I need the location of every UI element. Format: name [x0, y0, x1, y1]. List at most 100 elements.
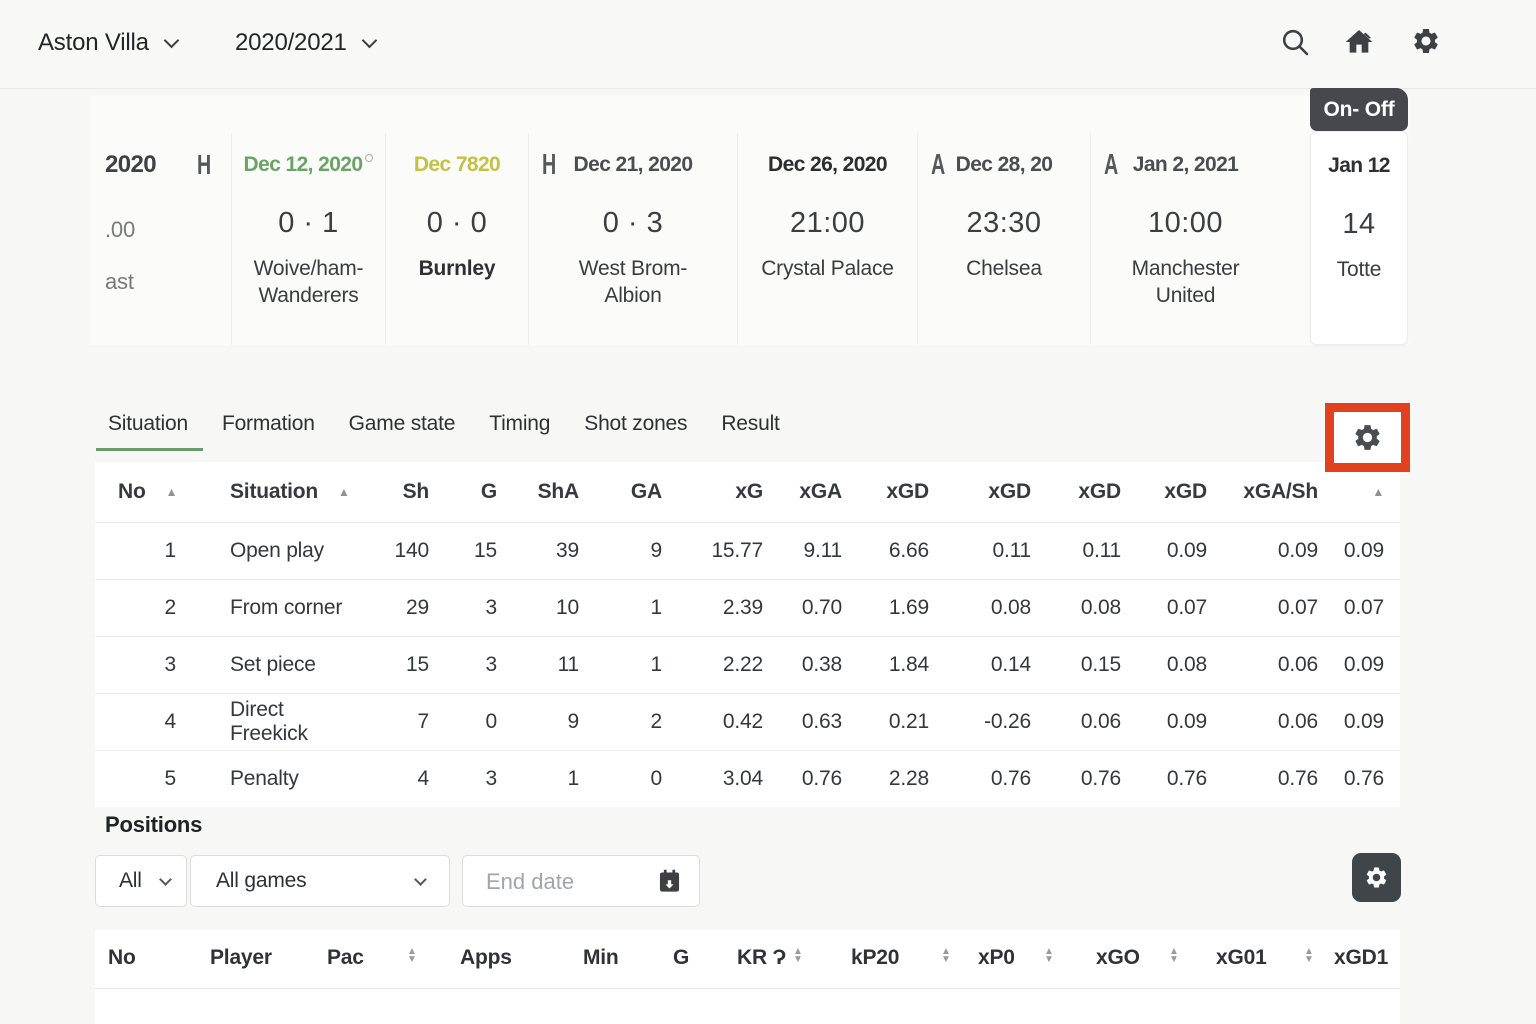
- column-header-sha[interactable]: ShA: [501, 462, 583, 523]
- tabs: Situation Formation Game state Timing Shot z…: [96, 412, 780, 451]
- column-header-xgd[interactable]: xGD: [933, 462, 1035, 523]
- sort-icon[interactable]: ▲ ▼: [1044, 946, 1054, 965]
- column-header-xp0[interactable]: xP0: [978, 946, 1015, 969]
- sort-asc-icon: ▲: [1372, 485, 1384, 499]
- team-selector-label: Aston Villa: [38, 29, 149, 56]
- column-header-situation[interactable]: Situation ▲: [180, 462, 355, 523]
- column-header-xgo[interactable]: xGO: [1096, 946, 1140, 969]
- column-header-xgd[interactable]: xGD: [1035, 462, 1125, 523]
- position-filter-select[interactable]: All: [95, 855, 187, 907]
- tab-situation[interactable]: Situation: [96, 412, 203, 451]
- calendar-icon[interactable]: [656, 868, 683, 901]
- value-cell: 6.66: [888, 539, 929, 562]
- column-header-xgd[interactable]: xGD: [1125, 462, 1211, 523]
- end-date-field: [462, 855, 700, 907]
- column-header-pac[interactable]: Pac: [327, 946, 364, 969]
- fixture-opponent: Manchester United: [1131, 257, 1240, 307]
- fixture-opponent: Woive/ham- Wanderers: [253, 257, 364, 307]
- column-header-ga[interactable]: GA: [583, 462, 666, 523]
- fixture-date: Jan 12: [1328, 154, 1390, 177]
- value-cell: 0.76: [1080, 767, 1121, 790]
- column-header-xga[interactable]: xGA: [767, 462, 846, 523]
- column-header-min[interactable]: Min: [583, 946, 619, 969]
- column-header-apps[interactable]: Apps: [460, 946, 512, 969]
- sort-icon[interactable]: ▲ ▼: [407, 946, 417, 965]
- value-cell: 0: [650, 767, 663, 790]
- sort-icon[interactable]: ▲ ▼: [1169, 946, 1179, 965]
- tab-formation[interactable]: Formation: [221, 412, 315, 435]
- column-header-kp20[interactable]: kP20: [851, 946, 900, 969]
- column-header-label: xGA/Sh: [1243, 480, 1318, 503]
- home-button[interactable]: [1343, 26, 1375, 58]
- value-cell: 2.28: [888, 767, 929, 790]
- column-header-xg01[interactable]: xG01: [1216, 946, 1267, 969]
- fixture-card[interactable]: Dec 7820 0 · 0 Burnley: [385, 133, 528, 345]
- tab-shot-zones[interactable]: Shot zones: [584, 412, 688, 435]
- column-header-sh[interactable]: Sh: [355, 462, 433, 523]
- tab-result[interactable]: Result: [721, 412, 780, 435]
- fixture-score: 23:30: [966, 207, 1042, 239]
- value-cell: 0.07: [1166, 596, 1207, 619]
- value-cell: 0.76: [801, 767, 842, 790]
- table-row: 1 Open play 140 15 39 9 15.77 9.11 6.66 0.11 0.11 0…: [95, 522, 1400, 580]
- fixture-card[interactable]: Jan 12 14 Totte: [1310, 131, 1408, 345]
- fixture-card[interactable]: H Dec 21, 2020 0 · 3 West Brom- Albion: [528, 133, 737, 345]
- gear-icon: [1366, 867, 1387, 888]
- sort-asc-icon: ▲: [338, 485, 350, 499]
- column-header-g[interactable]: G: [673, 946, 690, 969]
- value-cell: 0.09: [1343, 539, 1384, 562]
- search-button[interactable]: [1279, 26, 1311, 58]
- tab-game-state[interactable]: Game state: [348, 412, 456, 435]
- table-settings-button[interactable]: [1325, 403, 1410, 472]
- fixture-meta: ast: [105, 269, 134, 294]
- value-cell: 2.22: [722, 653, 763, 676]
- value-cell: 39: [556, 539, 579, 562]
- column-header-xgd[interactable]: xGD: [846, 462, 933, 523]
- fixture-date: Dec 28, 20: [955, 153, 1053, 176]
- fixture-date: Dec 26, 2020: [768, 153, 888, 176]
- value-cell: 3.04: [722, 767, 763, 790]
- sort-icon[interactable]: ▲ ▼: [793, 946, 803, 965]
- column-header-xg[interactable]: xG: [666, 462, 767, 523]
- positions-title: Positions: [105, 812, 203, 837]
- team-selector[interactable]: Aston Villa: [38, 29, 180, 57]
- fixture-card[interactable]: Dec 26, 2020 21:00 Crystal Palace: [737, 133, 917, 345]
- column-header-g[interactable]: G: [433, 462, 501, 523]
- value-cell: 0.09: [1343, 653, 1384, 676]
- column-header-no[interactable]: No: [108, 946, 136, 969]
- games-filter-select[interactable]: All games: [190, 855, 450, 907]
- fixture-date: Dec 12, 2020: [243, 153, 364, 176]
- column-header-xga-sh[interactable]: xGA/Sh: [1211, 462, 1322, 523]
- value-cell: 2: [164, 596, 177, 619]
- column-header-player[interactable]: Player: [210, 946, 272, 969]
- sort-icon[interactable]: ▲ ▼: [941, 946, 951, 965]
- fixture-card[interactable]: A Jan 2, 2021 10:00 Manchester United: [1090, 133, 1280, 345]
- end-date-input[interactable]: [484, 868, 648, 896]
- fixture-card[interactable]: A Dec 28, 20 23:30 Chelsea: [917, 133, 1090, 345]
- column-header-no[interactable]: No ▲: [95, 462, 180, 523]
- column-header-label: Sh: [402, 480, 430, 503]
- games-filter-value: All games: [216, 869, 307, 892]
- fixture-card[interactable]: Dec 12, 2020 0 · 1 Woive/ham- Wanderers: [231, 133, 385, 345]
- value-cell: 2: [650, 710, 663, 733]
- column-header-label: GA: [630, 480, 662, 503]
- sort-asc-icon: ▲: [165, 485, 178, 499]
- value-cell: 1.84: [888, 653, 929, 676]
- tab-timing[interactable]: Timing: [489, 412, 551, 435]
- value-cell: 140: [394, 539, 430, 562]
- value-cell: 0.06: [1277, 653, 1318, 676]
- value-cell: 1: [567, 767, 580, 790]
- settings-button[interactable]: [1411, 26, 1443, 58]
- season-selector[interactable]: 2020/2021: [235, 29, 377, 57]
- sort-icon[interactable]: ▲ ▼: [1304, 946, 1314, 965]
- fixture-opponent: Crystal Palace: [761, 257, 894, 280]
- fixture-card[interactable]: 2020 H .00 ast: [90, 133, 231, 345]
- value-cell: 0.09: [1343, 710, 1384, 733]
- situation-cell: Set piece: [230, 653, 316, 676]
- positions-settings-button[interactable]: [1352, 853, 1401, 902]
- column-header-xgd1[interactable]: xGD1: [1334, 946, 1389, 969]
- column-header-col[interactable]: ▲: [1322, 462, 1400, 523]
- onoff-tooltip: On- Off: [1310, 88, 1408, 131]
- column-header-kr[interactable]: KR Ɂ: [737, 946, 786, 969]
- value-cell: 3: [485, 767, 498, 790]
